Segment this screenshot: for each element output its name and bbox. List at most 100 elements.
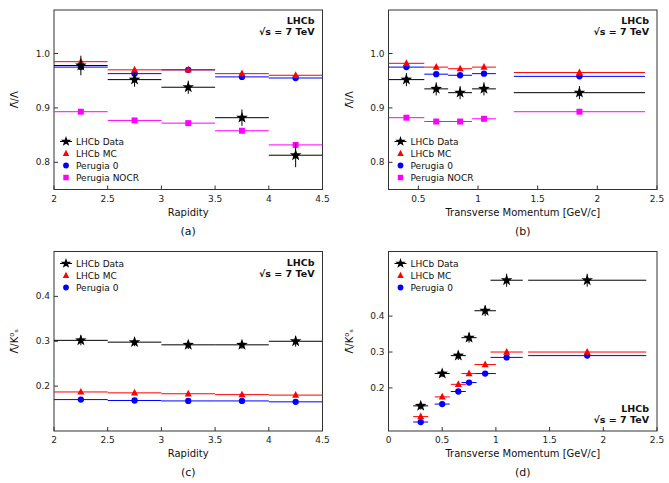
series xyxy=(413,274,646,411)
x-tick-label: 2 xyxy=(594,194,600,204)
marker-triangle xyxy=(185,66,192,73)
plot-frame xyxy=(389,10,658,190)
marker-square xyxy=(403,115,409,121)
marker-circle xyxy=(239,398,245,404)
annotation-line: √s = 7 TeV xyxy=(594,414,650,425)
marker-star xyxy=(581,274,593,285)
legend-label: Perugia NOCR xyxy=(411,173,474,183)
x-tick xyxy=(418,186,419,190)
series xyxy=(54,109,323,148)
x-tick-label: 2.5 xyxy=(650,435,664,445)
x-tick-label: 4.5 xyxy=(315,194,329,204)
marker-star xyxy=(129,74,141,85)
y-tick-label: 0.2 xyxy=(36,381,50,391)
x-tick xyxy=(322,186,323,190)
marker-triangle xyxy=(466,370,473,377)
marker-star xyxy=(290,335,302,346)
x-tick-label: 3.5 xyxy=(208,194,222,204)
series xyxy=(413,348,646,419)
x-tick xyxy=(107,427,108,431)
annotation-line: LHCb xyxy=(621,403,649,414)
y-tick-label: 1.0 xyxy=(36,49,51,59)
marker-circle xyxy=(63,285,69,291)
marker-square xyxy=(185,120,191,126)
x-tick-label: 1.5 xyxy=(542,435,556,445)
marker-star xyxy=(395,136,405,146)
annotation: LHCb√s = 7 TeV xyxy=(594,403,650,425)
legend-item: LHCb Data xyxy=(60,136,124,147)
marks xyxy=(413,274,646,425)
marker-triangle xyxy=(584,348,591,355)
marker-triangle xyxy=(397,272,403,278)
marks xyxy=(389,59,646,124)
legend-label: Perugia 0 xyxy=(76,161,119,171)
series xyxy=(389,59,646,75)
marker-square xyxy=(398,175,403,180)
x-tick xyxy=(268,427,269,431)
marker-triangle xyxy=(397,150,403,156)
panel-label: (b) xyxy=(515,225,531,238)
legend-label: LHCb Data xyxy=(411,259,459,269)
annotation-line: LHCb xyxy=(287,257,315,268)
x-tick-label: 2 xyxy=(51,435,57,445)
y-tick xyxy=(54,162,58,163)
marker-triangle xyxy=(63,272,69,278)
legend-item: LHCb MC xyxy=(63,271,117,281)
marker-circle xyxy=(78,396,84,402)
x-tick-label: 4 xyxy=(266,435,272,445)
legend-label: LHCb Data xyxy=(76,137,124,147)
y-axis-label: Λ̄/Λ xyxy=(9,91,20,108)
y-tick-label: 0.8 xyxy=(370,157,385,167)
x-tick xyxy=(388,427,389,431)
x-tick xyxy=(54,427,55,431)
series xyxy=(54,56,323,168)
marker-triangle xyxy=(238,391,245,398)
marker-circle xyxy=(433,71,439,77)
series xyxy=(389,109,646,125)
legend-item: Perugia NOCR xyxy=(63,173,139,183)
x-tick-label: 0.5 xyxy=(411,194,425,204)
x-tick xyxy=(657,427,658,431)
marker-star xyxy=(574,87,586,98)
y-tick xyxy=(389,387,393,388)
marker-triangle xyxy=(77,388,84,395)
annotation-line: LHCb xyxy=(621,15,649,26)
marker-star xyxy=(479,305,491,316)
panel-label: (d) xyxy=(515,466,531,479)
marker-circle xyxy=(466,379,472,385)
marker-star xyxy=(478,83,490,94)
y-tick-label: 1.0 xyxy=(370,49,385,59)
x-tick xyxy=(161,186,162,190)
marks xyxy=(54,334,323,405)
annotation-line: √s = 7 TeV xyxy=(259,268,315,279)
x-tick xyxy=(268,186,269,190)
legend-label: LHCb MC xyxy=(76,149,117,159)
y-tick-label: 0.3 xyxy=(370,347,384,357)
legend-label: LHCb MC xyxy=(76,271,117,281)
x-tick xyxy=(597,186,598,190)
marker-triangle xyxy=(417,413,424,420)
series xyxy=(54,388,323,398)
x-tick-label: 2 xyxy=(51,194,57,204)
y-tick xyxy=(389,352,393,353)
series xyxy=(389,64,646,80)
marker-circle xyxy=(455,388,461,394)
marker-circle xyxy=(131,397,137,403)
x-axis-label: Transverse Momentum [GeV/c] xyxy=(444,207,600,218)
series xyxy=(54,396,323,405)
marker-square xyxy=(433,119,439,125)
marker-triangle xyxy=(503,348,510,355)
y-tick-label: 0.4 xyxy=(370,311,385,321)
marker-triangle xyxy=(482,361,489,368)
y-axis-label: Λ̄/K⁰ₛ xyxy=(344,329,355,354)
x-axis-label: Rapidity xyxy=(168,448,209,459)
x-tick xyxy=(603,427,604,431)
marker-triangle xyxy=(433,63,440,70)
legend: LHCb Data LHCb MC Perugia 0 Perugia NOCR xyxy=(60,136,139,183)
legend-item: Perugia 0 xyxy=(63,161,119,171)
marker-triangle xyxy=(238,70,245,77)
x-tick xyxy=(478,186,479,190)
legend-label: LHCb Data xyxy=(411,137,459,147)
marker-star xyxy=(129,336,141,347)
marker-star xyxy=(236,339,248,350)
